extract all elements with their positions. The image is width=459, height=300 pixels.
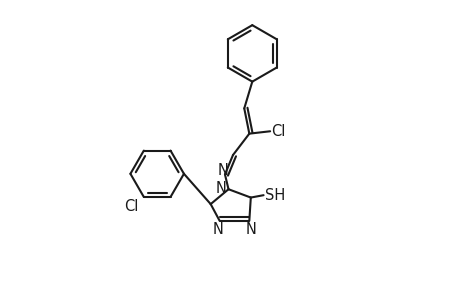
Text: Cl: Cl — [271, 124, 285, 139]
Text: N: N — [212, 222, 223, 237]
Text: SH: SH — [264, 188, 285, 203]
Text: Cl: Cl — [124, 199, 138, 214]
Text: N: N — [215, 181, 226, 196]
Text: N: N — [245, 222, 256, 237]
Text: N: N — [218, 163, 229, 178]
